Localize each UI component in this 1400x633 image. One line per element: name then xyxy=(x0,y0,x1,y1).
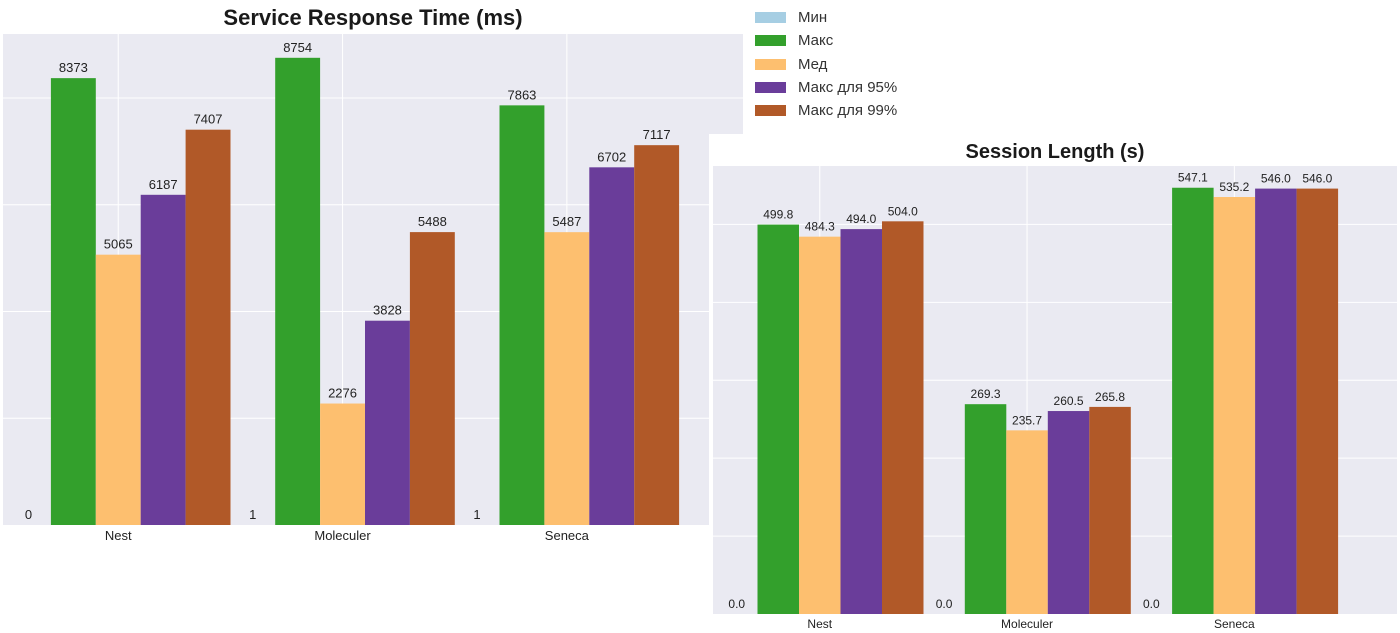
bar xyxy=(95,254,141,525)
bar xyxy=(882,221,924,614)
x-tick-label: Seneca xyxy=(1214,617,1255,631)
legend-label: Макс для 99% xyxy=(798,102,898,120)
bar xyxy=(275,57,321,525)
x-tick-label: Nest xyxy=(807,617,832,631)
data-label: 546.0 xyxy=(1261,172,1291,186)
bar xyxy=(1089,406,1131,614)
data-label: 504.0 xyxy=(888,204,918,218)
data-label: 0.0 xyxy=(1143,597,1160,611)
bar xyxy=(50,78,96,525)
data-label: 8373 xyxy=(59,60,88,75)
bar xyxy=(365,320,410,525)
legend-item-min: Мин xyxy=(755,6,1015,29)
bar xyxy=(964,404,1007,614)
x-tick-label: Nest xyxy=(105,528,132,543)
session-length-chart-title: Session Length (s) xyxy=(965,141,1145,163)
data-label: 546.0 xyxy=(1302,172,1332,186)
legend-item-median: Мед xyxy=(755,53,1015,76)
data-label: 0 xyxy=(25,507,32,522)
bar xyxy=(1006,430,1048,614)
chart-legend: Мин Макс Мед Макс для 95% Макс для 99% xyxy=(745,0,1015,129)
data-label: 260.5 xyxy=(1054,394,1084,408)
x-tick-label: Moleculer xyxy=(314,528,371,543)
bar xyxy=(840,229,882,614)
data-label: 1 xyxy=(473,507,480,522)
data-label: 499.8 xyxy=(763,208,793,222)
bar xyxy=(185,129,231,525)
data-label: 8754 xyxy=(283,40,312,55)
legend-item-p99: Макс для 99% xyxy=(755,99,1015,122)
bar xyxy=(1213,197,1256,614)
bar xyxy=(1047,411,1090,614)
data-label: 0.0 xyxy=(936,597,953,611)
data-label: 5488 xyxy=(418,214,447,229)
bar xyxy=(799,236,841,615)
data-label: 7863 xyxy=(507,87,536,102)
legend-item-max: Макс xyxy=(755,29,1015,52)
x-tick-label: Seneca xyxy=(545,528,590,543)
legend-item-p95: Макс для 95% xyxy=(755,76,1015,99)
response-time-chart-title: Service Response Time (ms) xyxy=(223,5,523,30)
data-label: 7407 xyxy=(194,112,223,127)
legend-label: Макс для 95% xyxy=(798,79,898,97)
data-label: 5065 xyxy=(104,237,133,252)
legend-swatch xyxy=(755,82,786,94)
bar xyxy=(1172,187,1214,614)
bar xyxy=(1255,188,1297,614)
bar xyxy=(544,232,590,525)
data-label: 3828 xyxy=(373,303,402,318)
data-label: 535.2 xyxy=(1219,180,1249,194)
legend-label: Мин xyxy=(798,9,828,27)
data-label: 265.8 xyxy=(1095,390,1125,404)
x-tick-label: Moleculer xyxy=(1001,617,1053,631)
bar xyxy=(140,194,186,526)
data-label: 494.0 xyxy=(846,212,876,226)
legend-swatch xyxy=(755,12,786,24)
data-label: 269.3 xyxy=(971,387,1001,401)
data-label: 547.1 xyxy=(1178,171,1208,185)
bar xyxy=(634,145,680,525)
data-label: 484.3 xyxy=(805,220,835,234)
data-label: 2276 xyxy=(328,386,357,401)
data-label: 6187 xyxy=(149,177,178,192)
data-label: 1 xyxy=(249,507,256,522)
bar xyxy=(499,105,545,526)
legend-label: Макс xyxy=(798,32,834,50)
bar xyxy=(320,403,365,525)
data-label: 6702 xyxy=(597,149,626,164)
legend-label: Мед xyxy=(798,55,828,73)
data-label: 235.7 xyxy=(1012,413,1042,427)
bar xyxy=(1296,188,1339,614)
data-label: 5487 xyxy=(552,214,581,229)
bar xyxy=(757,224,799,614)
bar xyxy=(589,167,635,525)
legend-swatch xyxy=(755,105,786,117)
data-label: 7117 xyxy=(643,127,671,142)
data-label: 0.0 xyxy=(728,597,745,611)
bar xyxy=(409,232,455,525)
legend-swatch xyxy=(755,58,786,70)
legend-swatch xyxy=(755,35,786,47)
